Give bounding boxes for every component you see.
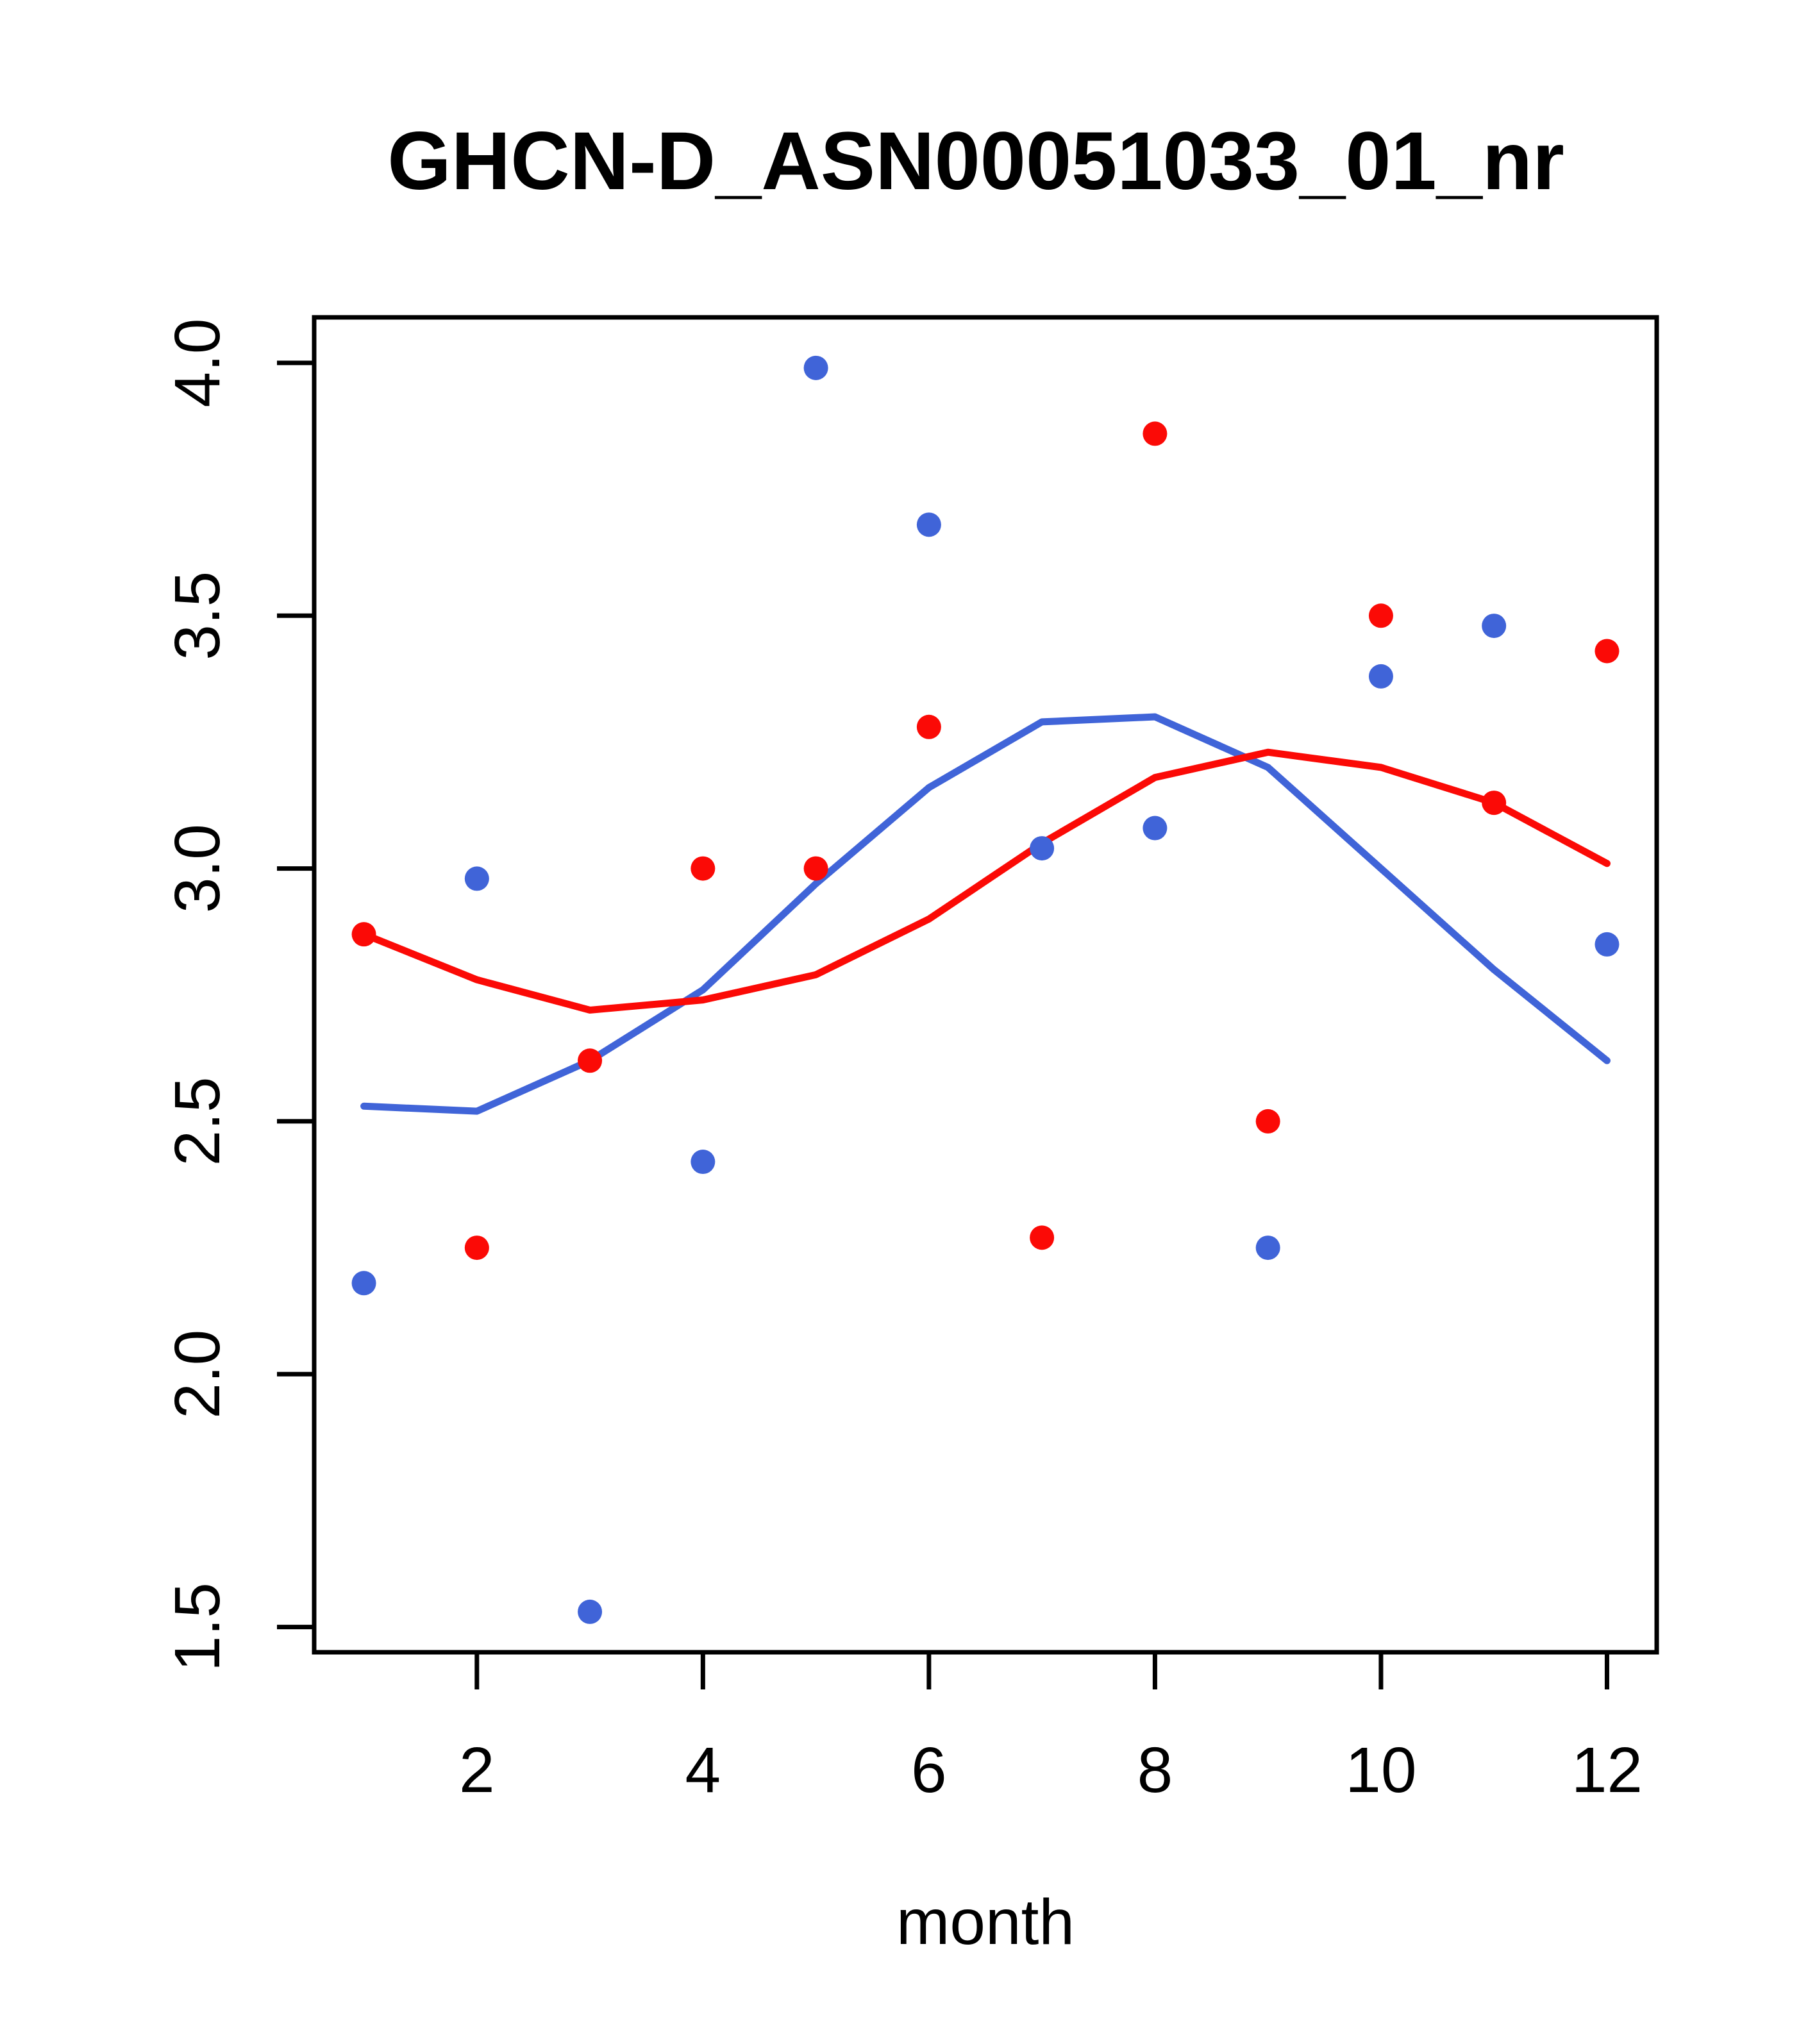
x-tick-label: 2	[459, 1734, 495, 1806]
x-tick-label: 6	[911, 1734, 947, 1806]
red-loess-line	[360, 748, 1611, 1014]
red-point-m11	[1482, 791, 1507, 816]
blue-point-m9	[1255, 1236, 1280, 1261]
blue-point-m7	[1030, 836, 1055, 861]
blue-point-m2	[464, 866, 489, 891]
y-tick-label: 2.5	[162, 1076, 233, 1166]
red-point-m7	[1030, 1225, 1055, 1250]
blue-point-m11	[1482, 614, 1507, 639]
axes-layer: 2 4 6 8 10 12 1.5 2.0 2.5 3.0 3.5 4.0	[162, 315, 1659, 1806]
red-point-m6	[916, 714, 941, 739]
x-axis-label: month	[896, 1886, 1075, 1958]
y-tick-label: 3.5	[162, 571, 233, 660]
blue-point-m1	[351, 1271, 376, 1296]
y-tick-label: 4.0	[162, 318, 233, 407]
red-point-m10	[1368, 603, 1393, 628]
x-tick-label: 10	[1345, 1734, 1416, 1806]
blue-point-m12	[1595, 932, 1620, 957]
blue-point-m8	[1143, 816, 1168, 841]
blue-point-m5	[803, 355, 828, 380]
data-layer	[351, 355, 1620, 1624]
y-tick-label: 3.0	[162, 824, 233, 913]
blue-point-m6	[916, 512, 941, 537]
red-point-m12	[1595, 639, 1620, 664]
red-point-m3	[578, 1048, 603, 1073]
plot-border	[312, 315, 1659, 1655]
blue-point-m10	[1368, 664, 1393, 689]
y-tick-label: 2.0	[162, 1330, 233, 1419]
x-tick-label: 12	[1571, 1734, 1643, 1806]
red-point-m5	[803, 856, 828, 881]
blue-loess-line	[360, 713, 1611, 1115]
x-tick-label: 4	[685, 1734, 721, 1806]
blue-point-m4	[691, 1150, 716, 1175]
red-point-m4	[691, 856, 716, 881]
blue-point-m3	[578, 1599, 603, 1624]
red-point-m2	[464, 1236, 489, 1261]
red-point-m1	[351, 922, 376, 947]
red-point-m8	[1143, 421, 1168, 446]
x-tick-label: 8	[1137, 1734, 1173, 1806]
red-point-m9	[1255, 1109, 1280, 1134]
chart-title: GHCN-D_ASN00051033_01_nr	[387, 115, 1564, 207]
y-tick-label: 1.5	[162, 1582, 233, 1671]
